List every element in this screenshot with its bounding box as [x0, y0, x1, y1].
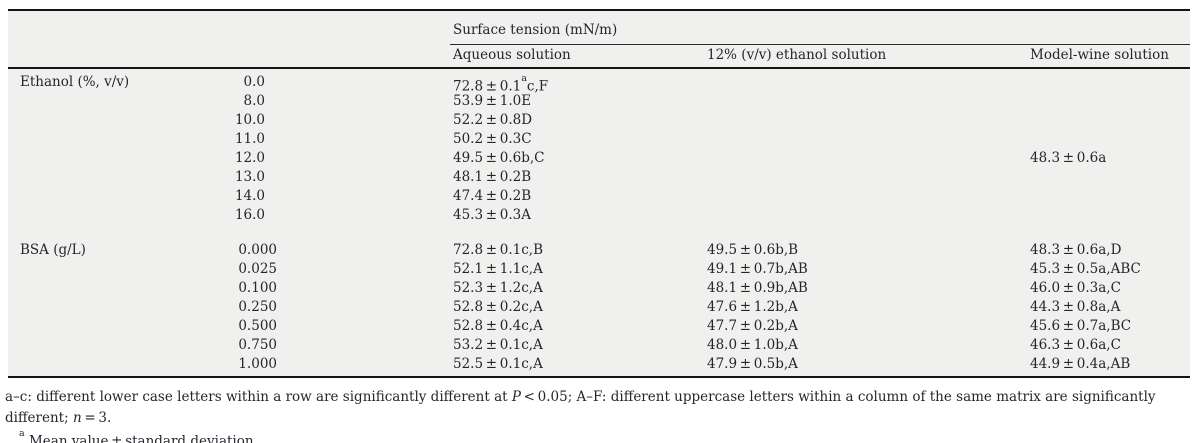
x-value: 0.0 [243, 74, 265, 90]
modelwine-value: 45.3 ± 0.5a,ABC [1030, 261, 1141, 277]
x-value: 0.750 [238, 337, 277, 353]
table-row: 0.025 52.1 ± 1.1c,A 49.1 ± 0.7b,AB 45.3 … [8, 260, 1190, 279]
table-top-rule [8, 9, 1190, 11]
footnote-text: a–c: different lower case letters within… [5, 389, 512, 405]
table-row: 0.250 52.8 ± 0.2c,A 47.6 ± 1.2b,A 44.3 ±… [8, 298, 1190, 317]
aqueous-value: 52.8 ± 0.4c,A [453, 318, 543, 334]
ethanol12-value: 48.1 ± 0.9b,AB [707, 280, 808, 296]
table-footnotes: a–c: different lower case letters within… [5, 387, 1191, 443]
row-group-label: BSA (g/L) [20, 242, 86, 258]
footnote-text: Mean value ± standard deviation. [24, 433, 258, 443]
table-row: 10.0 52.2 ± 0.8D [8, 111, 1190, 130]
table-row: 8.0 53.9 ± 1.0E [8, 92, 1190, 111]
ethanol12-value: 49.5 ± 0.6b,B [707, 242, 799, 258]
modelwine-value: 46.3 ± 0.6a,C [1030, 337, 1121, 353]
italic-P: P [511, 389, 521, 405]
x-value: 13.0 [234, 169, 265, 185]
x-value: 16.0 [234, 207, 265, 223]
table-row: 13.0 48.1 ± 0.2B [8, 168, 1190, 187]
aqueous-value: 52.8 ± 0.2c,A [453, 299, 543, 315]
group-header-title: Surface tension (mN/m) [453, 22, 618, 38]
aqueous-value: 52.1 ± 1.1c,A [453, 261, 543, 277]
table-row: 0.500 52.8 ± 0.4c,A 47.7 ± 0.2b,A 45.6 ±… [8, 317, 1190, 336]
table-row: 11.0 50.2 ± 0.3C [8, 130, 1190, 149]
ethanol12-value: 48.0 ± 1.0b,A [707, 337, 798, 353]
aqueous-value: 52.2 ± 0.8D [453, 112, 533, 128]
value-text: 72.8 ± 0.1 [453, 78, 522, 95]
footnote-marker-a: a [521, 72, 527, 84]
header-body-rule [8, 67, 1190, 69]
modelwine-value: 45.6 ± 0.7a,BC [1030, 318, 1132, 334]
table-body: Ethanol (%, v/v) 0.0 72.8 ± 0.1ac,F 8.0 … [8, 69, 1190, 376]
bsa-section: BSA (g/L) 0.000 72.8 ± 0.1c,B 49.5 ± 0.6… [8, 241, 1190, 374]
surface-tension-table: Surface tension (mN/m) Aqueous solution … [8, 9, 1190, 378]
x-value: 0.500 [238, 318, 277, 334]
aqueous-value: 53.9 ± 1.0E [453, 93, 532, 109]
table-row: BSA (g/L) 0.000 72.8 ± 0.1c,B 49.5 ± 0.6… [8, 241, 1190, 260]
modelwine-value: 48.3 ± 0.6a [1030, 150, 1107, 166]
footnote-text: < 0.05; A–F: different uppercase letters… [5, 389, 1156, 426]
significance-footnote: a–c: different lower case letters within… [5, 387, 1191, 428]
x-value: 0.250 [238, 299, 277, 315]
footnote-text: = 3. [81, 409, 112, 426]
aqueous-value: 72.8 ± 0.1ac,F [453, 73, 548, 97]
significance-letters: c,F [526, 78, 549, 95]
aqueous-value: 48.1 ± 0.2B [453, 169, 532, 185]
ethanol-section: Ethanol (%, v/v) 0.0 72.8 ± 0.1ac,F 8.0 … [8, 73, 1190, 225]
aqueous-value: 50.2 ± 0.3C [453, 131, 532, 147]
x-value: 0.025 [238, 261, 277, 277]
column-header-ethanol12: 12% (v/v) ethanol solution [707, 47, 887, 63]
aqueous-value: 49.5 ± 0.6b,C [453, 150, 545, 166]
table-row: 0.750 53.2 ± 0.1c,A 48.0 ± 1.0b,A 46.3 ±… [8, 336, 1190, 355]
x-value: 12.0 [234, 150, 265, 166]
italic-n: n [72, 409, 82, 426]
table-group-header-row: Surface tension (mN/m) [8, 11, 1190, 44]
column-header-modelwine: Model-wine solution [1030, 47, 1169, 63]
ethanol12-value: 47.7 ± 0.2b,A [707, 318, 798, 334]
table-row: Ethanol (%, v/v) 0.0 72.8 ± 0.1ac,F [8, 73, 1190, 95]
table-bottom-rule [8, 376, 1190, 378]
x-value: 1.000 [238, 356, 277, 372]
aqueous-value: 52.5 ± 0.1c,A [453, 356, 543, 372]
table-row: 12.0 49.5 ± 0.6b,C 48.3 ± 0.6a [8, 149, 1190, 168]
aqueous-value: 53.2 ± 0.1c,A [453, 337, 543, 353]
x-value: 0.000 [238, 242, 277, 258]
table-row: 0.100 52.3 ± 1.2c,A 48.1 ± 0.9b,AB 46.0 … [8, 279, 1190, 298]
mean-value-footnote: a Mean value ± standard deviation. [19, 428, 1191, 443]
modelwine-value: 44.9 ± 0.4a,AB [1030, 356, 1131, 372]
ethanol12-value: 49.1 ± 0.7b,AB [707, 261, 808, 277]
group-header-underline [450, 44, 1190, 45]
x-value: 11.0 [234, 131, 265, 147]
column-header-aqueous: Aqueous solution [453, 47, 571, 63]
modelwine-value: 48.3 ± 0.6a,D [1030, 242, 1122, 258]
x-value: 14.0 [234, 188, 265, 204]
modelwine-value: 46.0 ± 0.3a,C [1030, 280, 1121, 296]
table-body-background: Surface tension (mN/m) Aqueous solution … [8, 11, 1190, 376]
aqueous-value: 72.8 ± 0.1c,B [453, 242, 544, 258]
x-value: 8.0 [243, 93, 265, 109]
footnote-marker-a: a [19, 427, 25, 439]
aqueous-value: 52.3 ± 1.2c,A [453, 280, 543, 296]
x-value: 10.0 [234, 112, 265, 128]
table-column-header-row: Aqueous solution 12% (v/v) ethanol solut… [8, 45, 1190, 67]
modelwine-value: 44.3 ± 0.8a,A [1030, 299, 1121, 315]
aqueous-value: 47.4 ± 0.2B [453, 188, 532, 204]
table-row: 14.0 47.4 ± 0.2B [8, 187, 1190, 206]
row-group-label: Ethanol (%, v/v) [20, 74, 130, 90]
table-row: 16.0 45.3 ± 0.3A [8, 206, 1190, 225]
table-row: 1.000 52.5 ± 0.1c,A 47.9 ± 0.5b,A 44.9 ±… [8, 355, 1190, 374]
aqueous-value: 45.3 ± 0.3A [453, 207, 531, 223]
x-value: 0.100 [238, 280, 277, 296]
ethanol12-value: 47.6 ± 1.2b,A [707, 299, 798, 315]
ethanol12-value: 47.9 ± 0.5b,A [707, 356, 798, 372]
